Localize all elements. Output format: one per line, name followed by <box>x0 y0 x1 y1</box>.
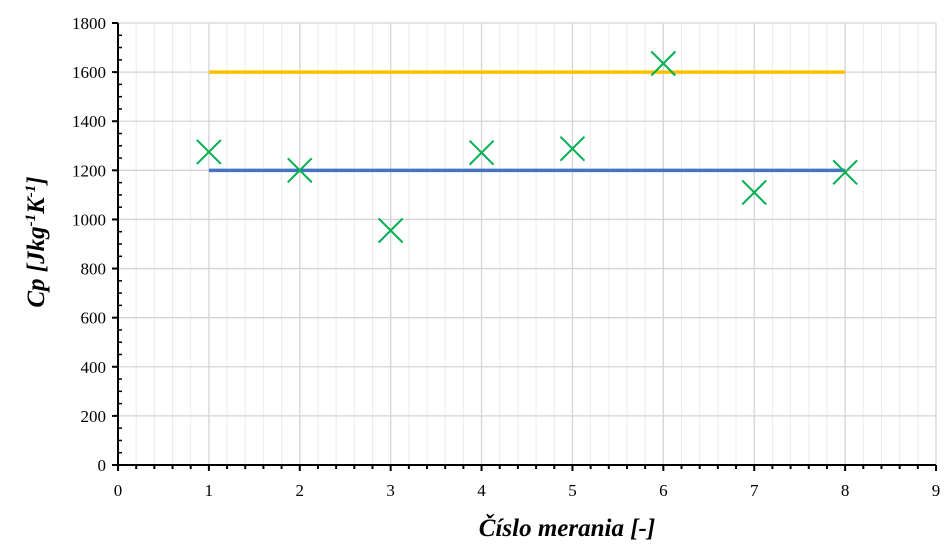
axes <box>112 22 937 471</box>
major-gridlines <box>118 22 937 465</box>
y-tick-label: 1200 <box>72 161 106 180</box>
y-axis-title-sup1: -1 <box>23 214 39 227</box>
y-tick-label: 400 <box>81 358 107 377</box>
x-tick-label: 7 <box>750 481 759 500</box>
y-tick-label: 600 <box>81 309 107 328</box>
y-tick-label: 0 <box>98 456 107 475</box>
data-point-marker <box>832 159 858 186</box>
x-tick-label: 5 <box>568 481 577 500</box>
y-tick-label: 200 <box>81 407 107 426</box>
marker-stroke <box>559 136 586 162</box>
y-tick-label: 1000 <box>72 210 106 229</box>
marker-stroke <box>468 139 495 166</box>
x-tick-label: 8 <box>841 481 850 500</box>
x-tick-label: 4 <box>477 481 486 500</box>
data-point-marker <box>559 136 586 162</box>
marker-stroke <box>196 139 222 165</box>
minor-gridlines <box>135 23 919 465</box>
marker-stroke <box>832 159 858 186</box>
y-axis-title: Cp [Jkg-1K-1] <box>23 176 50 307</box>
x-tick-label: 1 <box>205 481 214 500</box>
marker-stroke <box>741 179 767 206</box>
y-tick-label: 800 <box>81 260 107 279</box>
tick-labels: 0 1 2 3 4 5 6 7 8 9 0 200 400 600 800 1000 1200 1400 1600 1… <box>72 14 940 500</box>
x-axis-title: Číslo merania [-] <box>479 513 655 542</box>
data-point-marker <box>196 139 222 165</box>
x-tick-label: 0 <box>114 481 123 500</box>
marker-stroke <box>377 217 404 244</box>
series-layer <box>196 50 858 244</box>
x-tick-label: 3 <box>386 481 395 500</box>
y-tick-label: 1800 <box>72 14 106 33</box>
data-point-marker <box>468 139 495 166</box>
y-tick-label: 1400 <box>72 112 106 131</box>
marker-stroke <box>287 157 313 184</box>
y-tick-label: 1600 <box>72 63 106 82</box>
y-axis-title-sup2: -1 <box>23 185 39 198</box>
data-point-marker <box>287 157 313 184</box>
data-point-marker <box>741 179 767 206</box>
x-tick-label: 9 <box>932 481 941 500</box>
data-point-marker <box>377 217 404 244</box>
x-tick-label: 2 <box>296 481 305 500</box>
x-tick-label: 6 <box>659 481 668 500</box>
marker-stroke <box>650 50 677 77</box>
data-point-marker <box>650 50 677 77</box>
